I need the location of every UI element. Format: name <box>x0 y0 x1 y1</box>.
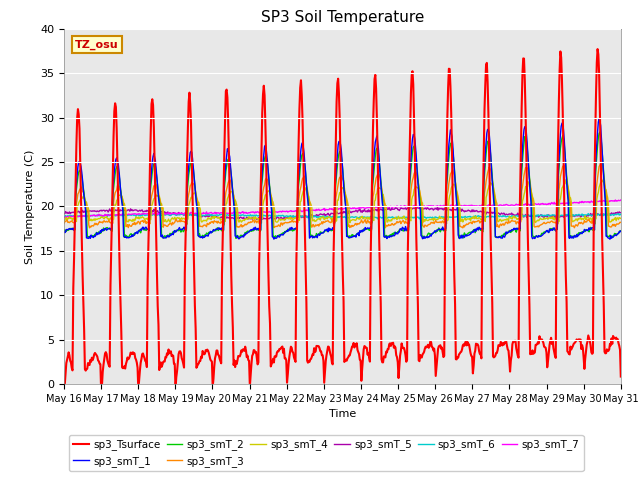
sp3_smT_7 <box>214 210 222 216</box>
sp3_smT_2 <box>127 231 135 237</box>
sp3_smT_2 <box>617 228 625 234</box>
sp3_smT_5 <box>617 210 625 216</box>
sp3_smT_3 <box>184 196 192 202</box>
sp3_smT_1 <box>595 116 603 122</box>
sp3_Tsurface <box>426 339 434 345</box>
sp3_smT_6 <box>70 213 78 219</box>
sp3_smT_7 <box>185 211 193 216</box>
sp3_smT_2 <box>60 228 68 234</box>
sp3_smT_1 <box>184 171 192 177</box>
sp3_Tsurface <box>594 46 602 52</box>
sp3_Tsurface <box>127 350 135 356</box>
sp3_smT_3 <box>60 220 68 226</box>
sp3_Tsurface <box>70 255 78 261</box>
sp3_smT_5 <box>70 209 78 215</box>
sp3_smT_4 <box>346 220 353 226</box>
sp3_smT_2 <box>70 225 78 231</box>
sp3_Tsurface <box>617 374 625 380</box>
sp3_smT_3 <box>127 223 135 229</box>
sp3_smT_5 <box>406 204 414 209</box>
Line: sp3_smT_1: sp3_smT_1 <box>64 119 621 239</box>
sp3_smT_1 <box>606 236 614 242</box>
sp3_smT_2 <box>271 236 278 241</box>
sp3_smT_7 <box>71 214 79 220</box>
sp3_smT_4 <box>617 216 625 221</box>
Line: sp3_smT_3: sp3_smT_3 <box>64 163 621 228</box>
sp3_smT_2 <box>428 232 435 238</box>
sp3_smT_1 <box>127 234 135 240</box>
sp3_smT_1 <box>214 227 221 232</box>
sp3_smT_3 <box>617 219 625 225</box>
sp3_smT_2 <box>411 144 419 150</box>
sp3_smT_6 <box>127 212 135 218</box>
sp3_smT_6 <box>584 211 592 216</box>
sp3_smT_4 <box>127 217 135 223</box>
sp3_Tsurface <box>184 125 192 131</box>
sp3_smT_4 <box>70 216 78 222</box>
sp3_smT_5 <box>127 207 135 213</box>
sp3_smT_3 <box>598 160 605 166</box>
X-axis label: Time: Time <box>329 409 356 419</box>
Line: sp3_Tsurface: sp3_Tsurface <box>64 49 621 393</box>
Line: sp3_smT_7: sp3_smT_7 <box>64 200 621 218</box>
sp3_smT_6 <box>617 212 625 217</box>
sp3_smT_4 <box>428 217 435 223</box>
sp3_Tsurface <box>214 348 221 353</box>
sp3_smT_5 <box>184 211 192 217</box>
sp3_smT_5 <box>60 211 68 216</box>
Line: sp3_smT_5: sp3_smT_5 <box>64 206 621 219</box>
sp3_smT_6 <box>428 215 435 220</box>
sp3_smT_3 <box>70 219 78 225</box>
Line: sp3_smT_6: sp3_smT_6 <box>64 214 621 219</box>
sp3_smT_3 <box>214 220 221 226</box>
Legend: sp3_Tsurface, sp3_smT_1, sp3_smT_2, sp3_smT_3, sp3_smT_4, sp3_smT_5, sp3_smT_6, : sp3_Tsurface, sp3_smT_1, sp3_smT_2, sp3_… <box>69 435 584 471</box>
sp3_smT_1 <box>60 228 68 234</box>
sp3_smT_7 <box>61 215 68 221</box>
sp3_smT_6 <box>184 213 192 218</box>
sp3_smT_7 <box>128 211 136 217</box>
sp3_smT_5 <box>428 205 436 211</box>
sp3_smT_2 <box>214 225 221 231</box>
sp3_smT_4 <box>561 177 569 182</box>
Title: SP3 Soil Temperature: SP3 Soil Temperature <box>260 10 424 25</box>
sp3_smT_4 <box>60 217 68 223</box>
sp3_smT_1 <box>410 132 418 137</box>
sp3_smT_1 <box>426 232 434 238</box>
sp3_smT_6 <box>374 216 381 222</box>
sp3_smT_3 <box>410 171 418 177</box>
Line: sp3_smT_4: sp3_smT_4 <box>64 180 621 223</box>
sp3_smT_4 <box>184 216 192 222</box>
sp3_smT_6 <box>214 212 221 218</box>
Text: TZ_osu: TZ_osu <box>75 39 119 50</box>
sp3_smT_5 <box>253 216 260 222</box>
sp3_Tsurface <box>60 390 68 396</box>
sp3_smT_3 <box>426 221 434 227</box>
sp3_smT_4 <box>214 215 221 221</box>
sp3_smT_7 <box>428 203 435 208</box>
sp3_smT_5 <box>214 215 221 220</box>
sp3_Tsurface <box>410 114 418 120</box>
sp3_smT_6 <box>60 213 68 219</box>
sp3_smT_7 <box>60 214 68 220</box>
sp3_smT_2 <box>596 129 604 135</box>
Line: sp3_smT_2: sp3_smT_2 <box>64 132 621 239</box>
sp3_smT_6 <box>411 215 419 220</box>
sp3_smT_7 <box>617 197 625 203</box>
sp3_smT_4 <box>411 185 419 191</box>
sp3_smT_7 <box>411 203 419 208</box>
sp3_smT_2 <box>184 181 192 187</box>
sp3_smT_3 <box>459 225 467 231</box>
sp3_smT_7 <box>612 197 620 203</box>
sp3_smT_5 <box>412 206 419 212</box>
Y-axis label: Soil Temperature (C): Soil Temperature (C) <box>24 149 35 264</box>
sp3_smT_1 <box>617 228 625 234</box>
sp3_smT_1 <box>70 228 78 233</box>
